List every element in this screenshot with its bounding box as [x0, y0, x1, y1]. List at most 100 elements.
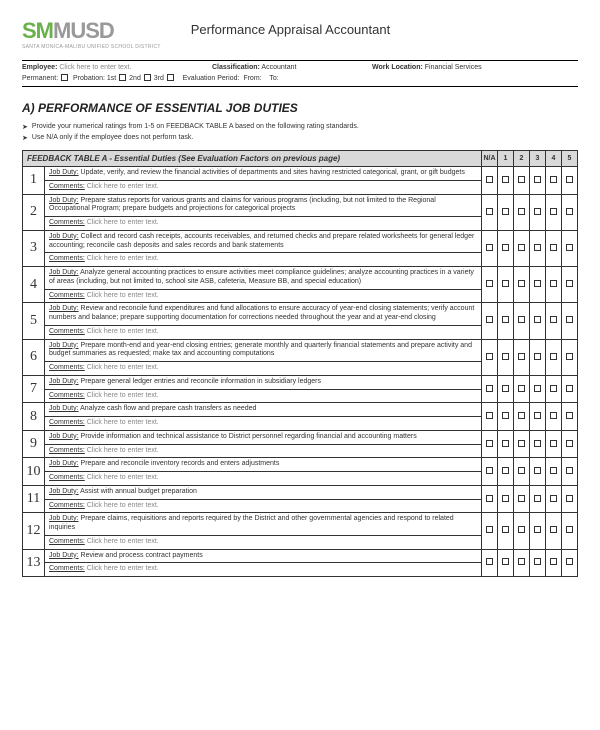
rating-checkbox[interactable] — [514, 430, 530, 458]
rating-checkbox[interactable] — [498, 194, 514, 230]
rating-checkbox[interactable] — [514, 230, 530, 266]
rating-checkbox[interactable] — [562, 167, 578, 195]
rating-checkbox[interactable] — [498, 458, 514, 486]
comments-field[interactable]: Comments: Click here to enter text. — [45, 326, 481, 339]
rating-checkbox[interactable] — [514, 403, 530, 431]
rating-checkbox[interactable] — [482, 230, 498, 266]
rating-checkbox[interactable] — [514, 375, 530, 403]
rating-checkbox[interactable] — [482, 267, 498, 303]
rating-checkbox[interactable] — [546, 549, 562, 577]
comments-field[interactable]: Comments: Click here to enter text. — [45, 290, 481, 303]
comments-field[interactable]: Comments: Click here to enter text. — [45, 417, 481, 430]
rating-checkbox[interactable] — [514, 167, 530, 195]
rating-checkbox[interactable] — [546, 194, 562, 230]
rating-checkbox[interactable] — [482, 303, 498, 339]
rating-checkbox[interactable] — [498, 167, 514, 195]
rating-checkbox[interactable] — [482, 485, 498, 513]
comments-field[interactable]: Comments: Click here to enter text. — [45, 500, 481, 513]
rating-checkbox[interactable] — [546, 303, 562, 339]
rating-checkbox[interactable] — [562, 303, 578, 339]
rating-checkbox[interactable] — [562, 375, 578, 403]
rating-checkbox[interactable] — [562, 485, 578, 513]
rating-checkbox[interactable] — [482, 549, 498, 577]
rating-checkbox[interactable] — [514, 485, 530, 513]
rating-checkbox[interactable] — [530, 375, 546, 403]
rating-checkbox[interactable] — [482, 194, 498, 230]
rating-checkbox[interactable] — [482, 458, 498, 486]
comments-field[interactable]: Comments: Click here to enter text. — [45, 390, 481, 403]
rating-checkbox[interactable] — [530, 194, 546, 230]
rating-checkbox[interactable] — [514, 194, 530, 230]
rating-checkbox[interactable] — [514, 549, 530, 577]
employee-field[interactable]: Click here to enter text. — [59, 64, 131, 71]
comments-field[interactable]: Comments: Click here to enter text. — [45, 536, 481, 549]
comments-field[interactable]: Comments: Click here to enter text. — [45, 445, 481, 458]
rating-checkbox[interactable] — [530, 303, 546, 339]
comments-field[interactable]: Comments: Click here to enter text. — [45, 563, 481, 576]
rating-checkbox[interactable] — [498, 513, 514, 549]
rating-checkbox[interactable] — [482, 167, 498, 195]
rating-checkbox[interactable] — [514, 458, 530, 486]
rating-checkbox[interactable] — [546, 339, 562, 375]
rating-checkbox[interactable] — [498, 303, 514, 339]
rating-checkbox[interactable] — [514, 339, 530, 375]
rating-checkbox[interactable] — [546, 430, 562, 458]
probation-2-checkbox[interactable] — [144, 74, 151, 81]
comments-field[interactable]: Comments: Click here to enter text. — [45, 362, 481, 375]
probation-3-checkbox[interactable] — [167, 74, 174, 81]
rating-checkbox[interactable] — [498, 267, 514, 303]
rating-checkbox[interactable] — [498, 549, 514, 577]
rating-checkbox[interactable] — [498, 230, 514, 266]
rating-checkbox[interactable] — [514, 267, 530, 303]
rating-checkbox[interactable] — [530, 485, 546, 513]
rating-checkbox[interactable] — [546, 513, 562, 549]
rating-checkbox[interactable] — [562, 339, 578, 375]
rating-checkbox[interactable] — [498, 403, 514, 431]
rating-checkbox[interactable] — [562, 549, 578, 577]
job-duty-text: Job Duty: Prepare claims, requisitions a… — [45, 513, 481, 536]
rating-checkbox[interactable] — [546, 458, 562, 486]
rating-checkbox[interactable] — [562, 267, 578, 303]
rating-checkbox[interactable] — [530, 549, 546, 577]
rating-checkbox[interactable] — [530, 513, 546, 549]
rating-checkbox[interactable] — [562, 458, 578, 486]
comments-field[interactable]: Comments: Click here to enter text. — [45, 181, 481, 194]
rating-checkbox[interactable] — [530, 458, 546, 486]
rating-checkbox[interactable] — [498, 339, 514, 375]
rating-checkbox[interactable] — [482, 375, 498, 403]
rating-checkbox[interactable] — [482, 403, 498, 431]
rating-checkbox[interactable] — [482, 430, 498, 458]
comments-field[interactable]: Comments: Click here to enter text. — [45, 253, 481, 266]
job-duty-text: Job Duty: Update, verify, and review the… — [45, 167, 481, 181]
rating-checkbox[interactable] — [482, 513, 498, 549]
rating-checkbox[interactable] — [546, 230, 562, 266]
rating-checkbox[interactable] — [498, 430, 514, 458]
rating-checkbox[interactable] — [562, 230, 578, 266]
rating-checkbox[interactable] — [514, 303, 530, 339]
rating-checkbox[interactable] — [562, 430, 578, 458]
permanent-checkbox[interactable] — [61, 74, 68, 81]
rating-checkbox[interactable] — [530, 267, 546, 303]
rating-checkbox[interactable] — [530, 167, 546, 195]
rating-checkbox[interactable] — [562, 403, 578, 431]
rating-checkbox[interactable] — [546, 375, 562, 403]
col-4: 4 — [546, 151, 562, 167]
rating-checkbox[interactable] — [546, 267, 562, 303]
rating-checkbox[interactable] — [546, 485, 562, 513]
rating-checkbox[interactable] — [562, 513, 578, 549]
rating-checkbox[interactable] — [498, 375, 514, 403]
rating-checkbox[interactable] — [530, 230, 546, 266]
rating-checkbox[interactable] — [530, 430, 546, 458]
rating-checkbox[interactable] — [546, 167, 562, 195]
rating-checkbox[interactable] — [482, 339, 498, 375]
rating-checkbox[interactable] — [530, 339, 546, 375]
rating-checkbox[interactable] — [546, 403, 562, 431]
comments-field[interactable]: Comments: Click here to enter text. — [45, 472, 481, 485]
permanent-label: Permanent: — [22, 75, 58, 82]
rating-checkbox[interactable] — [530, 403, 546, 431]
rating-checkbox[interactable] — [514, 513, 530, 549]
rating-checkbox[interactable] — [498, 485, 514, 513]
probation-1-checkbox[interactable] — [119, 74, 126, 81]
comments-field[interactable]: Comments: Click here to enter text. — [45, 217, 481, 230]
rating-checkbox[interactable] — [562, 194, 578, 230]
